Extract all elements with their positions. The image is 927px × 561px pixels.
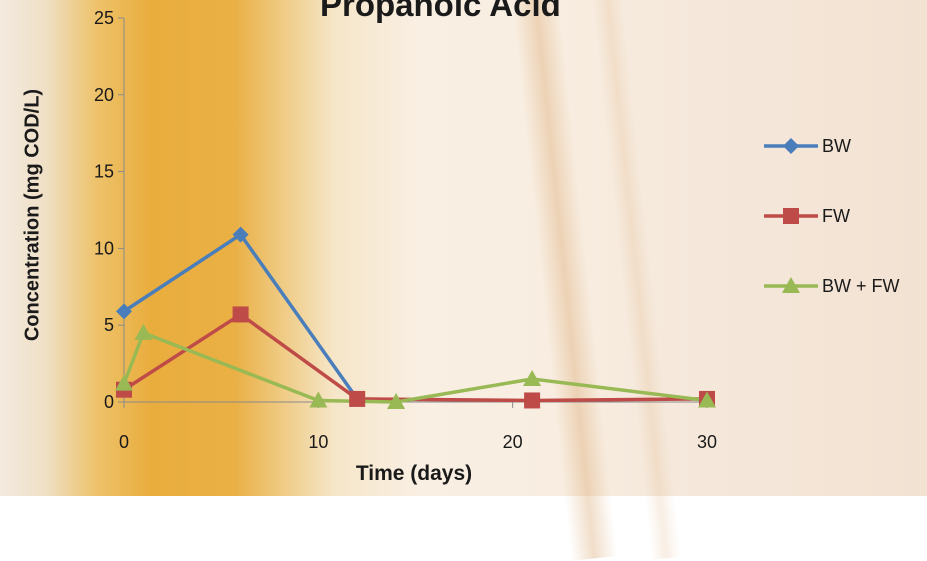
legend-marker [782,277,800,293]
legend-label: BW + FW [822,275,900,296]
legend-item-fw: FW [762,203,927,229]
data-point-bw-fw [309,391,328,408]
legend-label: BW [822,135,851,156]
data-point-fw [232,306,249,323]
x-tick-label: 0 [119,432,129,452]
legend-marker [783,208,799,224]
legend-swatch [764,208,818,224]
legend-swatch [764,277,818,293]
data-point-bw [116,303,132,320]
x-axis-label: Time (days) [355,462,473,485]
data-point-bw-fw [523,369,542,386]
x-tick-label: 10 [308,432,328,452]
background [0,0,927,496]
legend-item-bw: BW [762,133,927,159]
y-tick-label: 25 [94,8,114,28]
y-axis-label: Concentration (mg COD/L) [21,88,44,342]
x-tick-label: 30 [697,432,717,452]
data-point-fw [524,392,541,409]
data-point-bw [232,226,249,243]
data-point-bw-fw [387,393,406,409]
y-tick-label: 15 [94,162,114,182]
data-point-bw-fw [134,323,153,340]
y-tick-label: 10 [94,238,114,258]
series-line-bw-fw [122,331,708,404]
y-tick-label: 20 [94,85,114,105]
data-point-bw-fw [698,391,716,408]
data-point-bw-fw [115,374,133,391]
legend-label: FW [822,205,850,226]
data-point-fw [349,390,366,407]
y-tick-label: 5 [104,315,114,335]
x-tick-label: 20 [503,432,523,452]
line-chart: 0 5 10 15 20 25 0 10 20 30 [94,8,717,452]
legend-swatch [764,138,818,154]
legend-item-bw-fw: BW + FW [762,273,927,299]
chart-title: Propanoic Acid [320,0,561,23]
legend-marker [783,138,799,154]
y-tick-label: 0 [104,392,114,412]
